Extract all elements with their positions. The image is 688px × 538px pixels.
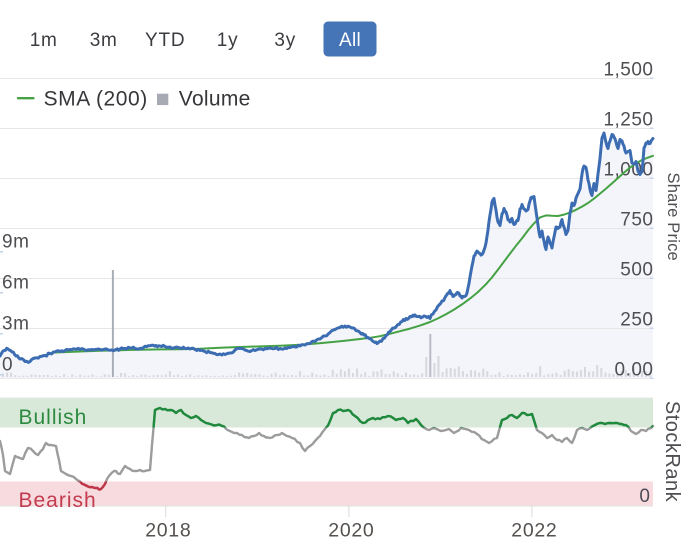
svg-text:2022: 2022 xyxy=(511,520,557,538)
svg-text:1y: 1y xyxy=(217,30,239,51)
svg-text:3m: 3m xyxy=(2,314,29,335)
svg-text:1m: 1m xyxy=(30,30,58,51)
svg-text:250: 250 xyxy=(620,310,653,331)
svg-text:Bullish: Bullish xyxy=(19,406,88,429)
svg-text:2018: 2018 xyxy=(145,520,191,538)
svg-text:3y: 3y xyxy=(274,30,296,51)
svg-text:Share Price: Share Price xyxy=(664,172,682,260)
svg-text:0.00: 0.00 xyxy=(615,360,654,381)
svg-text:2020: 2020 xyxy=(328,520,374,538)
svg-text:1,250: 1,250 xyxy=(603,110,653,131)
svg-text:Bearish: Bearish xyxy=(19,489,97,512)
svg-text:1,500: 1,500 xyxy=(603,60,653,81)
svg-text:6m: 6m xyxy=(2,273,29,294)
svg-text:3m: 3m xyxy=(90,30,118,51)
svg-text:StockRank: StockRank xyxy=(661,401,683,503)
svg-text:9m: 9m xyxy=(2,232,29,253)
svg-text:0: 0 xyxy=(639,486,650,507)
svg-text:YTD: YTD xyxy=(145,30,185,51)
svg-text:SMA (200): SMA (200) xyxy=(44,88,148,111)
svg-text:500: 500 xyxy=(620,260,653,281)
svg-text:750: 750 xyxy=(620,210,653,231)
svg-text:0: 0 xyxy=(2,355,13,376)
svg-text:All: All xyxy=(339,30,361,51)
svg-text:Volume: Volume xyxy=(179,88,251,111)
